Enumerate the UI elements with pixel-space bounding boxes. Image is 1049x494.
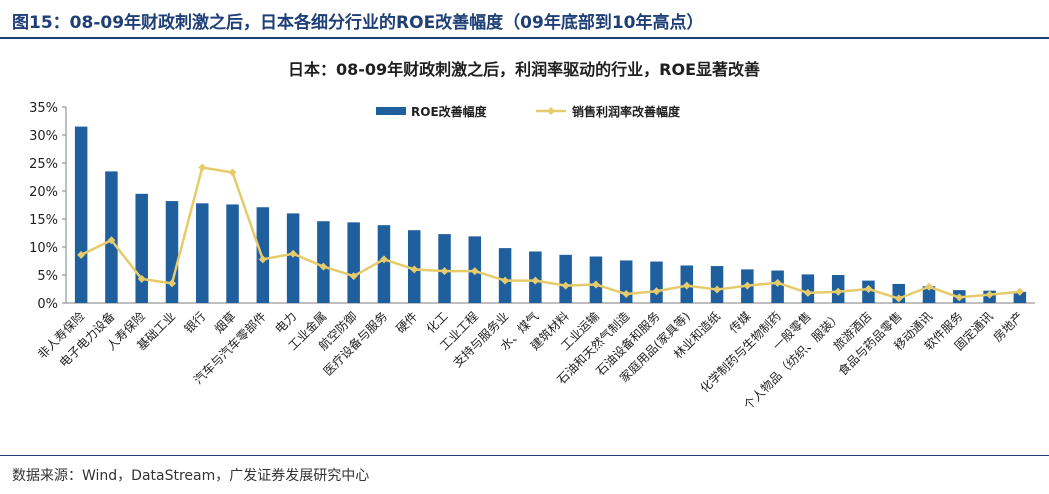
- y-tick-label: 10%: [29, 241, 58, 256]
- title-rule: [0, 37, 1049, 39]
- bar: [347, 222, 360, 303]
- bar: [377, 225, 391, 303]
- x-tick-label: 银行: [182, 309, 209, 336]
- line-point: [349, 272, 358, 281]
- x-tick-label: 烟草: [212, 309, 239, 336]
- bar: [801, 274, 815, 303]
- series-line: [80, 166, 1020, 300]
- bar: [650, 261, 663, 303]
- line-point: [622, 290, 631, 299]
- line-point: [894, 294, 903, 303]
- chart-title: 日本：08-09年财政刺激之后，利润率驱动的行业，ROE显著改善: [288, 60, 760, 79]
- line-point: [713, 285, 722, 294]
- footer-rule: [0, 455, 1049, 456]
- y-tick-label: 0%: [37, 297, 58, 312]
- y-tick-label: 35%: [29, 101, 58, 116]
- line-point: [773, 278, 782, 287]
- line-point: [379, 255, 388, 264]
- bar: [135, 193, 148, 303]
- line-point: [591, 280, 600, 289]
- figure-title: 图15：08-09年财政刺激之后，日本各细分行业的ROE改善幅度（09年底部到1…: [12, 13, 704, 33]
- line-point: [319, 262, 328, 271]
- line-point: [864, 285, 873, 293]
- x-tick-label: 房地产: [990, 309, 1026, 345]
- line-point: [410, 265, 419, 274]
- line-point: [289, 249, 298, 258]
- line-point: [228, 168, 237, 177]
- x-tick-label: 电力: [272, 309, 299, 336]
- line-point: [743, 281, 752, 290]
- line-point: [955, 293, 964, 302]
- bar: [256, 207, 270, 303]
- bar: [589, 256, 603, 303]
- line-point: [834, 287, 843, 296]
- source-note: 数据来源：Wind，DataStream，广发证券发展研究中心: [12, 468, 370, 484]
- bar: [165, 201, 179, 303]
- bar: [226, 204, 239, 303]
- line-point: [77, 250, 86, 259]
- y-tick-label: 25%: [29, 157, 58, 172]
- legend-bar-swatch: [376, 107, 406, 115]
- bar: [559, 254, 572, 303]
- bar: [922, 286, 936, 303]
- legend-line-marker: [547, 107, 555, 115]
- y-tick-label: 20%: [29, 185, 58, 200]
- line-point: [985, 290, 994, 299]
- bar: [317, 221, 330, 303]
- line-point: [561, 281, 570, 290]
- line-point: [258, 255, 267, 264]
- line-point: [107, 236, 116, 245]
- line-point: [137, 274, 146, 283]
- bar: [498, 248, 512, 303]
- line-point: [652, 287, 661, 296]
- line-point: [531, 276, 540, 285]
- bar: [74, 126, 88, 303]
- y-tick-label: 5%: [37, 269, 58, 284]
- line-point: [501, 276, 510, 285]
- line-point: [198, 163, 207, 172]
- line-point: [925, 282, 934, 291]
- line-point: [682, 281, 691, 290]
- bar: [196, 203, 209, 303]
- line-point: [167, 279, 176, 288]
- legend-bar-label: ROE改善幅度: [411, 104, 488, 119]
- line-point: [803, 288, 812, 297]
- line-point: [440, 267, 449, 276]
- y-tick-label: 30%: [29, 129, 58, 144]
- bar: [710, 266, 724, 303]
- legend-line-label: 销售利润率改善幅度: [572, 104, 681, 119]
- x-tick-label: 传媒: [726, 309, 754, 337]
- line-point: [1015, 287, 1024, 296]
- line-point: [470, 267, 479, 276]
- bar: [1013, 291, 1027, 303]
- x-tick-label: 硬件: [393, 309, 420, 336]
- y-tick-label: 15%: [29, 213, 58, 228]
- x-tick-label: 化工: [424, 309, 451, 336]
- bar: [286, 213, 300, 303]
